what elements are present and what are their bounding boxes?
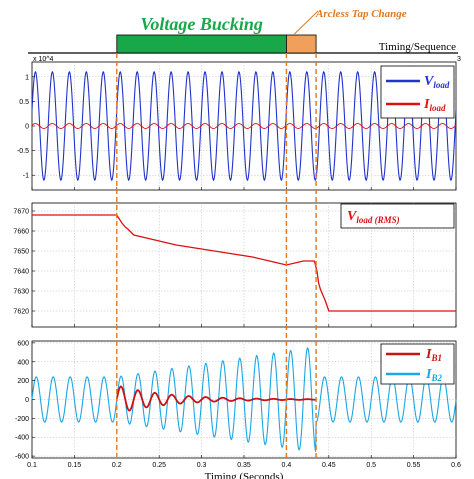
- y-exponent-label: x 10^4: [33, 56, 54, 63]
- legend-v-rms-sub: load (RMS): [356, 215, 399, 225]
- legend-box-bottom: [380, 343, 455, 385]
- x-tick-label: 0.35: [237, 462, 251, 469]
- legend-label-i-load: Iload: [423, 97, 446, 113]
- y-ticks-middle: 7620 7630 7640 7650 7660 7670: [13, 209, 35, 316]
- y-tick-label: 400: [17, 359, 29, 366]
- y-tick-label: -200: [15, 416, 29, 423]
- y-tick-label: 0.5: [19, 99, 29, 106]
- series-group-middle: [32, 214, 456, 312]
- y-tick-label: 7670: [13, 209, 29, 216]
- x-tick-label: 0.4: [282, 462, 292, 469]
- y-ticks-top: -1 -0.5 0 0.5 1: [17, 74, 35, 180]
- x-tick-label: 0.1: [27, 462, 37, 469]
- panel-voltage-current: -1 -0.5 0 0.5 1 x 10^4 3 Vload Iload: [17, 56, 461, 191]
- legend-bottom: IB1 IB2: [380, 343, 455, 385]
- panel-branch-currents: -600 -400 -200 0 200 400 600 0.1 0.15 0.2 0.25 0.3…: [15, 340, 461, 469]
- x-tick-label: 0.5: [366, 462, 376, 469]
- legend-middle: Vload (RMS): [340, 203, 455, 229]
- legend-i-b1-main: I: [425, 347, 432, 362]
- v-rms-line: [32, 214, 456, 312]
- y-tick-label: 7620: [13, 309, 29, 316]
- y-tick-label: -400: [15, 435, 29, 442]
- v-load-waveform: [31, 70, 457, 182]
- y-tick-label: 7640: [13, 269, 29, 276]
- x-axis-label: Timing (Seconds): [205, 471, 284, 479]
- arcless-pointer-line: [294, 10, 319, 35]
- legend-i-b2-main: I: [425, 367, 432, 382]
- legend-v-load-sub: load: [433, 80, 450, 90]
- corner-label: 3: [457, 56, 461, 63]
- y-tick-label: 200: [17, 378, 29, 385]
- series-group-top: [31, 70, 457, 182]
- x-tick-label: 0.25: [152, 462, 166, 469]
- voltage-bucking-label: Voltage Bucking: [140, 14, 263, 34]
- legend-v-load-main: V: [424, 74, 435, 89]
- x-tick-label: 0.45: [322, 462, 336, 469]
- i-load-waveform: [31, 123, 457, 129]
- x-tick-label: 0.15: [68, 462, 82, 469]
- legend-v-rms-main: V: [347, 209, 358, 224]
- legend-label-i-b1: IB1: [425, 347, 442, 363]
- i-b1-waveform: [115, 385, 317, 412]
- legend-i-b1-sub: B1: [430, 353, 442, 363]
- voltage-bucking-bar: [116, 34, 287, 54]
- x-tick-labels: 0.1 0.15 0.2 0.25 0.3 0.35 0.4 0.45 0.5 0.55 0.6: [27, 455, 461, 469]
- y-tick-label: 600: [17, 340, 29, 347]
- y-tick-label: -600: [15, 454, 29, 461]
- y-tick-label: 7660: [13, 229, 29, 236]
- panel-rms-voltage: 7620 7630 7640 7650 7660 7670 Vload (RMS): [13, 202, 457, 328]
- series-group-bottom: [31, 346, 457, 452]
- x-tick-label: 0.3: [197, 462, 207, 469]
- legend-box-top: [380, 65, 455, 119]
- legend-top: Vload Iload: [380, 65, 455, 119]
- y-tick-label: -0.5: [17, 148, 29, 155]
- y-tick-label: 1: [25, 74, 29, 81]
- event-markers: [116, 53, 317, 458]
- timing-sequence-label: Timing/Sequence: [379, 41, 456, 53]
- legend-i-load-sub: load: [429, 103, 446, 113]
- timing-header: Voltage Bucking Arcless Tap Change Timin…: [28, 8, 458, 54]
- arcless-tap-change-bar: [285, 34, 317, 54]
- grid-middle: [32, 203, 456, 327]
- y-tick-label: 7650: [13, 249, 29, 256]
- x-tick-label: 0.6: [451, 462, 461, 469]
- y-tick-label: 0: [25, 124, 29, 131]
- legend-i-b2-sub: B2: [430, 373, 442, 383]
- legend-label-v-rms: Vload (RMS): [347, 209, 400, 225]
- legend-label-i-b2: IB2: [425, 367, 442, 383]
- y-ticks-bottom: -600 -400 -200 0 200 400 600: [15, 340, 35, 461]
- y-tick-label: 7630: [13, 289, 29, 296]
- legend-box-middle: [340, 203, 455, 229]
- legend-label-v-load: Vload: [424, 74, 450, 90]
- x-tick-label: 0.2: [112, 462, 122, 469]
- legend-i-load-main: I: [423, 97, 430, 112]
- y-tick-label: 0: [25, 397, 29, 404]
- arcless-tap-change-label: Arcless Tap Change: [315, 8, 407, 20]
- y-tick-label: -1: [23, 173, 29, 180]
- x-tick-label: 0.55: [407, 462, 421, 469]
